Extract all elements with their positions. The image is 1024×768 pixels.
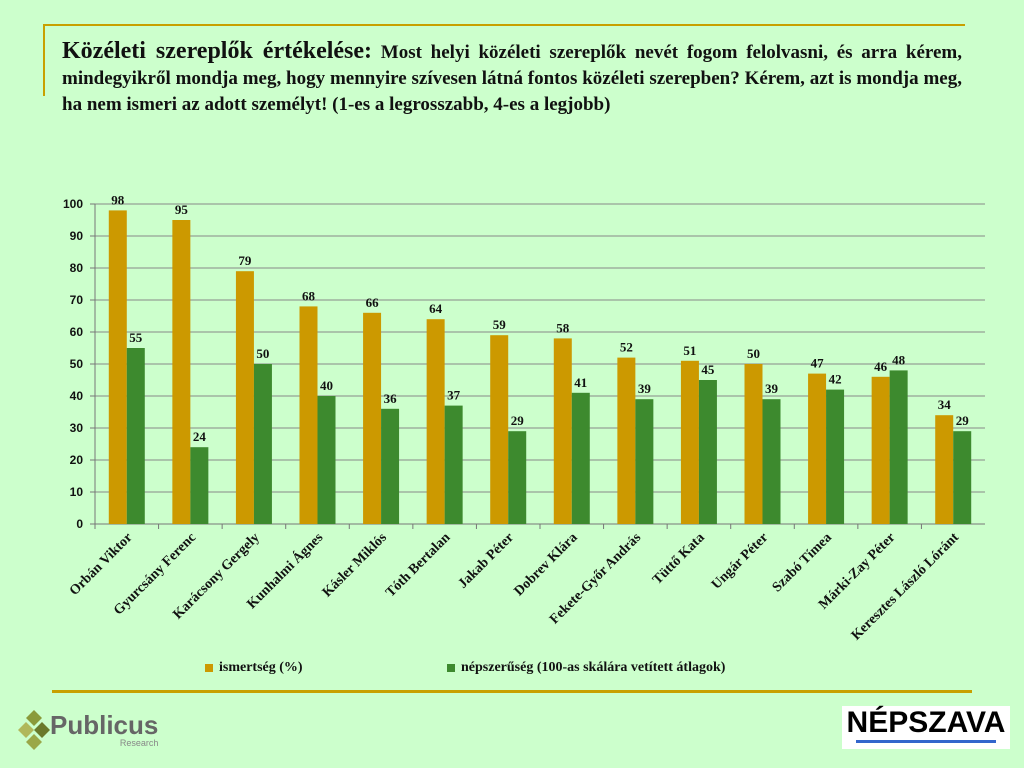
y-tick-label: 100 — [63, 197, 83, 211]
x-tick-label: Orbán Viktor — [67, 530, 136, 599]
bar-nepszeruseg — [381, 408, 400, 524]
bar-nepszeruseg — [317, 396, 336, 524]
data-label: 46 — [874, 359, 888, 374]
bar-ismertseg — [935, 415, 954, 524]
publicus-diamond-icon — [18, 710, 50, 750]
x-tick-label: Kásler Miklós — [320, 530, 390, 600]
publicus-text: Publicus — [50, 710, 159, 740]
legend: ismertség (%) népszerűség (100-as skálár… — [205, 660, 725, 676]
data-label: 66 — [366, 295, 380, 310]
nepszava-logo: NÉPSZAVA — [842, 706, 1010, 749]
x-tick-label: Tüttő Kata — [650, 530, 708, 588]
bar-nepszeruseg — [444, 405, 463, 524]
data-label: 48 — [892, 352, 906, 367]
bottom-rule — [52, 690, 972, 693]
data-label: 98 — [111, 192, 125, 207]
data-label: 45 — [701, 362, 715, 377]
x-tick-label: Ungár Péter — [709, 530, 771, 592]
data-label: 95 — [175, 202, 189, 217]
legend-label: népszerűség (100-as skálára vetített átl… — [461, 660, 726, 675]
bar-ismertseg — [808, 373, 827, 524]
data-label: 29 — [956, 413, 970, 428]
y-tick-label: 60 — [70, 325, 84, 339]
data-label: 34 — [938, 397, 952, 412]
data-label: 39 — [765, 381, 779, 396]
nepszava-bar — [856, 740, 996, 743]
y-tick-label: 10 — [70, 485, 84, 499]
top-rule — [43, 24, 965, 26]
data-label: 42 — [829, 372, 842, 387]
data-label: 51 — [683, 343, 696, 358]
x-tick-label: Jakab Péter — [456, 530, 517, 591]
bar-ismertseg — [108, 210, 127, 524]
y-tick-label: 30 — [70, 421, 84, 435]
bar-ismertseg — [553, 338, 572, 524]
bar-ismertseg — [426, 319, 445, 524]
bar-ismertseg — [680, 360, 699, 524]
bar-nepszeruseg — [126, 348, 145, 524]
bar-nepszeruseg — [826, 389, 845, 524]
data-label: 64 — [429, 301, 443, 316]
bar-nepszeruseg — [953, 431, 972, 524]
legend-item-ismertseg: ismertség (%) — [205, 660, 447, 676]
bar-ismertseg — [617, 357, 636, 524]
nepszava-text: NÉPSZAVA — [846, 706, 1006, 739]
bar-ismertseg — [744, 364, 763, 524]
bar-nepszeruseg — [889, 370, 908, 524]
data-label: 79 — [238, 253, 252, 268]
x-tick-label: Dobrev Klára — [512, 530, 581, 599]
y-tick-label: 50 — [70, 357, 84, 371]
bar-ismertseg — [871, 376, 890, 524]
bar-nepszeruseg — [762, 399, 781, 524]
bar-nepszeruseg — [508, 431, 527, 524]
left-rule — [43, 24, 45, 96]
title-heading: Közéleti szereplők értékelése: — [62, 38, 373, 64]
y-tick-label: 70 — [70, 293, 84, 307]
x-tick-label: Szabó Tímea — [770, 530, 835, 595]
bar-ismertseg — [299, 306, 318, 524]
title-text: Most helyi közéleti szereplők nevét fogo… — [62, 42, 962, 115]
legend-swatch — [205, 664, 213, 672]
data-label: 59 — [493, 317, 507, 332]
bar-nepszeruseg — [698, 380, 717, 524]
data-label: 41 — [574, 375, 587, 390]
data-label: 47 — [811, 356, 825, 371]
bar-ismertseg — [172, 220, 191, 524]
bar-nepszeruseg — [635, 399, 654, 524]
bar-ismertseg — [363, 312, 382, 524]
y-tick-label: 0 — [76, 517, 83, 531]
x-tick-label: Keresztes László Lóránt — [849, 530, 962, 643]
publicus-logo: Publicus Research — [18, 710, 158, 750]
data-label: 58 — [556, 320, 570, 335]
legend-item-nepszeruseg: népszerűség (100-as skálára vetített átl… — [447, 660, 725, 676]
bar-nepszeruseg — [253, 364, 272, 524]
y-tick-label: 90 — [70, 229, 84, 243]
data-label: 55 — [129, 330, 143, 345]
data-label: 40 — [320, 378, 333, 393]
x-tick-label: Tóth Bertalan — [383, 530, 453, 600]
legend-swatch — [447, 664, 455, 672]
data-label: 37 — [447, 388, 461, 403]
y-tick-label: 80 — [70, 261, 84, 275]
bar-ismertseg — [490, 335, 509, 524]
data-label: 24 — [193, 429, 207, 444]
bar-ismertseg — [235, 271, 254, 524]
data-label: 52 — [620, 340, 633, 355]
data-label: 36 — [384, 391, 398, 406]
data-label: 39 — [638, 381, 652, 396]
data-label: 50 — [747, 346, 760, 361]
legend-label: ismertség (%) — [219, 660, 303, 675]
data-label: 68 — [302, 288, 316, 303]
y-tick-label: 40 — [70, 389, 84, 403]
bar-nepszeruseg — [571, 392, 590, 524]
y-tick-label: 20 — [70, 453, 84, 467]
slide-title: Közéleti szereplők értékelése: Most hely… — [62, 38, 962, 118]
data-label: 50 — [256, 346, 269, 361]
data-label: 29 — [511, 413, 525, 428]
publicus-sub: Research — [119, 738, 159, 748]
bar-nepszeruseg — [190, 447, 209, 524]
